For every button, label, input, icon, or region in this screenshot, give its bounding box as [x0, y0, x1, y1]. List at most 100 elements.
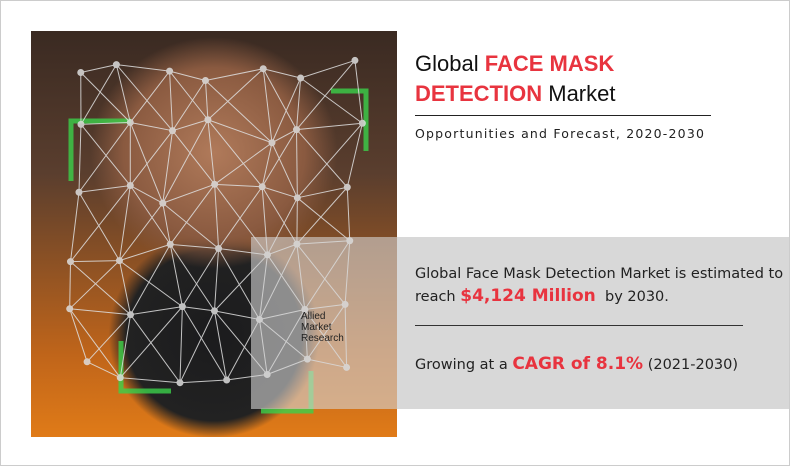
page-title: Global FACE MASK DETECTION Market [415, 51, 616, 106]
mesh-line [207, 68, 264, 121]
mesh-line [162, 119, 209, 204]
mesh-line [172, 119, 209, 132]
mesh-line [69, 308, 88, 362]
mesh-node [351, 56, 359, 64]
market-size-stat: Global Face Mask Detection Market is est… [415, 266, 784, 306]
mesh-node [159, 199, 167, 207]
mesh-line [271, 77, 302, 143]
mesh-node [293, 194, 301, 202]
mesh-node [293, 126, 301, 134]
cagr-stat: Growing at a CAGR of 8.1% (2021-2030) [415, 354, 739, 374]
mesh-line [119, 243, 171, 262]
mesh-node [66, 305, 74, 313]
mesh-line [80, 72, 131, 123]
mesh-line [129, 70, 170, 123]
divider [415, 115, 711, 116]
mesh-node [166, 240, 174, 248]
mesh-line [70, 260, 120, 263]
mesh-node [126, 118, 134, 126]
mesh-line [213, 248, 220, 311]
mesh-line [207, 119, 216, 185]
mesh-line [116, 64, 173, 132]
mesh-node [169, 127, 177, 135]
mesh-line [300, 77, 363, 124]
mesh-line [296, 129, 298, 198]
mesh-line [297, 197, 351, 242]
mesh-node [178, 303, 186, 311]
mesh-line [169, 244, 183, 307]
mesh-line [262, 68, 273, 143]
mesh-line [78, 124, 82, 193]
mesh-line [218, 186, 263, 249]
mesh-line [69, 260, 120, 310]
mesh-line [162, 203, 171, 245]
mesh-line [169, 244, 215, 312]
mesh-line [181, 306, 228, 381]
mesh-line [205, 68, 264, 81]
mesh-line [262, 68, 297, 130]
mesh-line [169, 184, 216, 245]
mesh-line [69, 261, 71, 309]
mesh-node [83, 358, 91, 366]
mesh-line [129, 122, 164, 204]
mesh-node [112, 61, 120, 69]
mesh-node [116, 374, 124, 382]
mesh-line [207, 119, 263, 188]
mesh-line [205, 80, 273, 144]
mesh-line [179, 310, 215, 383]
mesh-node [343, 183, 351, 191]
mesh-line [130, 185, 163, 204]
divider [415, 325, 743, 326]
mesh-line [119, 306, 183, 378]
mesh-line [172, 130, 216, 185]
mesh-line [80, 64, 117, 74]
mesh-line [169, 70, 206, 81]
mesh-line [354, 60, 363, 124]
mesh-line [130, 306, 183, 316]
mesh-node [297, 74, 305, 82]
mesh-node [115, 257, 123, 265]
mesh-line [129, 185, 171, 245]
mesh-line [300, 59, 356, 79]
mesh-line [271, 142, 298, 199]
mesh-node [166, 67, 174, 75]
mesh-line [296, 77, 302, 130]
mesh-node [176, 379, 184, 387]
mesh-line [80, 64, 117, 125]
mesh-line [262, 186, 298, 199]
mesh-line [207, 119, 273, 144]
mesh-node [77, 69, 85, 77]
mesh-line [69, 308, 131, 316]
mesh-node [127, 311, 135, 319]
mesh-line [80, 124, 131, 186]
mesh-node [204, 116, 212, 124]
mesh-line [80, 121, 131, 125]
mesh-node [259, 65, 267, 73]
mesh-node [211, 180, 219, 188]
mesh-line [162, 183, 215, 204]
mesh-line [296, 60, 356, 130]
mesh-line [170, 243, 219, 250]
mesh-line [179, 306, 183, 383]
mesh-line [346, 123, 363, 188]
mesh-line [182, 306, 215, 312]
mesh-line [130, 121, 173, 132]
mesh-line [261, 186, 298, 245]
mesh-line [162, 130, 174, 204]
mesh-line [115, 64, 131, 123]
mesh-node [77, 120, 85, 128]
mesh-line [70, 185, 131, 262]
mesh-line [204, 80, 209, 120]
mesh-line [181, 248, 219, 307]
mesh-line [214, 184, 220, 249]
mesh-line [119, 314, 132, 378]
stats-panel [397, 237, 789, 409]
mesh-node [215, 245, 223, 253]
mesh-line [214, 142, 273, 185]
mesh-line [169, 70, 209, 121]
mesh-line [118, 260, 132, 315]
mesh-node [358, 119, 366, 127]
mesh-line [214, 183, 263, 188]
mesh-line [296, 122, 363, 131]
